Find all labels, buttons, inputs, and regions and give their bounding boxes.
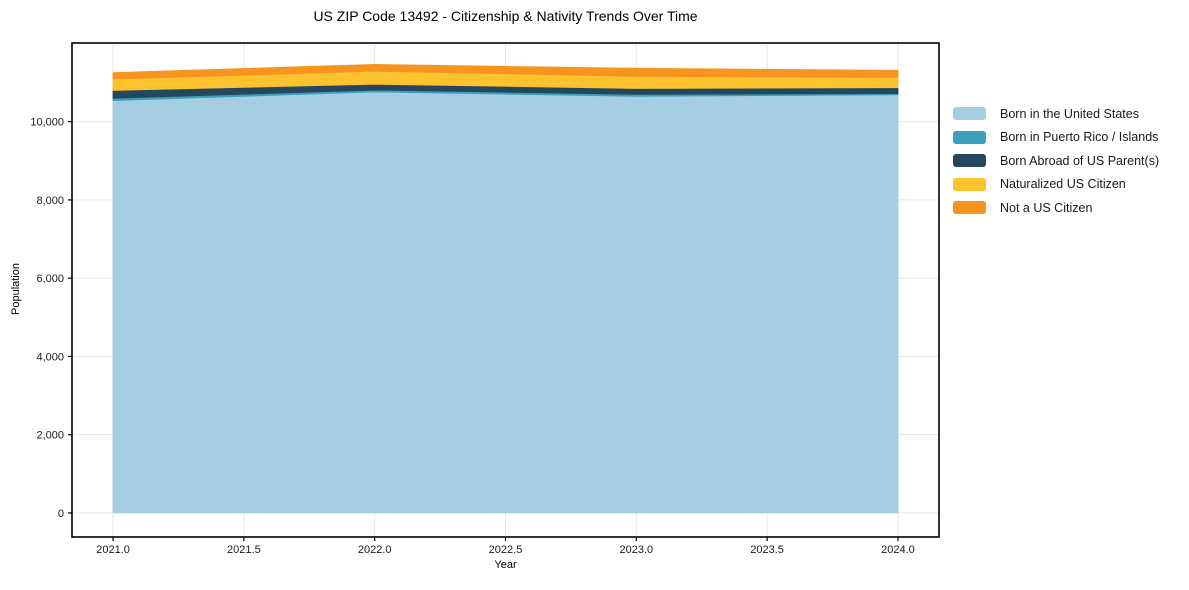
x-tick-label: 2023.0 (619, 544, 653, 556)
legend-swatch (953, 177, 986, 191)
legend-swatch (953, 107, 986, 121)
legend-label: Naturalized US Citizen (1000, 177, 1126, 192)
y-tick-label: 10,000 (30, 117, 64, 129)
legend-label: Born in the United States (1000, 106, 1139, 121)
y-tick-label: 8,000 (36, 195, 64, 207)
y-tick-label: 6,000 (36, 273, 64, 285)
y-axis-label: Population (10, 263, 22, 315)
legend-item: Not a US Citizen (953, 196, 1159, 220)
legend-label: Born in Puerto Rico / Islands (1000, 130, 1159, 145)
x-tick-label: 2022.0 (358, 544, 392, 556)
legend-swatch (953, 201, 986, 215)
legend-item: Born Abroad of US Parent(s) (953, 149, 1159, 173)
chart-title: US ZIP Code 13492 - Citizenship & Nativi… (313, 8, 698, 24)
x-tick-label: 2023.5 (750, 544, 784, 556)
x-tick-label: 2024.0 (881, 544, 915, 556)
y-tick-label: 2,000 (36, 430, 64, 442)
legend-swatch (953, 130, 986, 144)
legend-swatch (953, 154, 986, 168)
legend-label: Born Abroad of US Parent(s) (1000, 153, 1160, 168)
x-axis-label: Year (494, 559, 517, 571)
legend-item: Born in the United States (953, 102, 1159, 126)
x-tick-label: 2022.5 (489, 544, 523, 556)
legend-label: Not a US Citizen (1000, 200, 1093, 215)
legend-item: Naturalized US Citizen (953, 173, 1159, 197)
legend: Born in the United States Born in Puerto … (953, 102, 1159, 220)
area-series (112, 91, 899, 514)
x-tick-label: 2021.0 (96, 544, 130, 556)
y-tick-label: 4,000 (36, 351, 64, 363)
area-series (112, 64, 899, 80)
legend-item: Born in Puerto Rico / Islands (953, 126, 1159, 150)
y-tick-label: 0 (58, 508, 64, 520)
x-tick-label: 2021.5 (227, 544, 261, 556)
